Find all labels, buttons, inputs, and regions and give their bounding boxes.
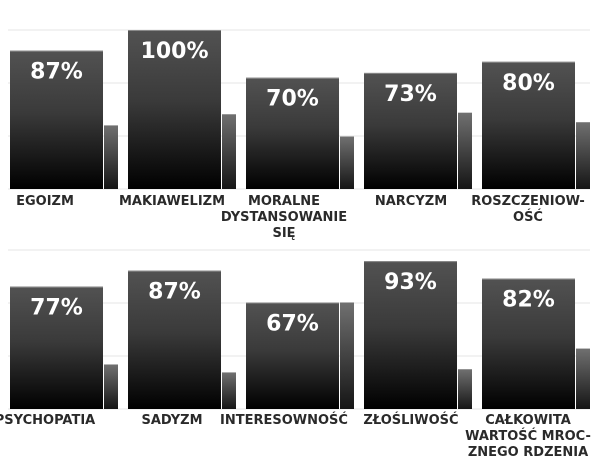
bar-primary xyxy=(482,61,575,189)
bar-secondary xyxy=(458,369,472,409)
bar-primary xyxy=(482,278,575,409)
category-label: INTERESOWNOŚĆ xyxy=(220,412,348,428)
category-label: EGOIZM xyxy=(16,194,74,209)
category-label-line: ROSZCZENIOW- xyxy=(471,194,585,209)
bar-primary xyxy=(364,261,457,409)
category-label-line: CAŁKOWITA xyxy=(485,413,571,428)
category-label-line: MAKIAWELIZM xyxy=(119,194,225,209)
category-label: SADYZM xyxy=(141,413,202,428)
bar-secondary xyxy=(104,125,118,189)
bar-secondary xyxy=(576,122,590,189)
category-label: ROSZCZENIOW-OŚĆ xyxy=(471,194,585,225)
bar-value-label: 70% xyxy=(266,87,319,112)
category-label-line: SADYZM xyxy=(141,413,202,428)
bar-secondary xyxy=(576,348,590,409)
category-label: MORALNE DYSTANSOWANIE SIĘ xyxy=(221,194,347,241)
category-label: PSYCHOPATIA xyxy=(0,413,95,428)
bar-value-label: 93% xyxy=(384,270,437,295)
bar-primary xyxy=(10,286,103,409)
bar-value-label: 73% xyxy=(384,82,437,107)
category-label: ZŁOŚLIWOŚĆ xyxy=(363,412,458,428)
category-label-line: WARTOŚĆ MROC- xyxy=(465,428,591,444)
bar-value-label: 100% xyxy=(141,39,209,64)
category-label-line: ZNEGO RDZENIA xyxy=(468,445,588,460)
category-label-line: SIĘ xyxy=(272,226,295,241)
bar-secondary xyxy=(340,302,354,409)
category-label-line: EGOIZM xyxy=(16,194,74,209)
bar-primary xyxy=(128,270,221,409)
bar-secondary xyxy=(222,114,236,189)
bar-secondary xyxy=(104,364,118,409)
category-label-line: PSYCHOPATIA xyxy=(0,413,95,428)
category-label-line: OŚĆ xyxy=(513,209,543,225)
category-label: NARCYZM xyxy=(375,194,447,209)
bar-primary xyxy=(246,77,339,189)
bar-value-label: 77% xyxy=(30,296,83,321)
bar-value-label: 67% xyxy=(266,311,319,336)
bar-value-label: 87% xyxy=(30,60,83,85)
chart-panel-top: 87% EGOIZM 100% MAKIAWELIZM 70% MORALNE DYSTAN… xyxy=(8,29,590,241)
category-label-line: DYSTANSOWANIE xyxy=(221,210,347,225)
category-label-line: INTERESOWNOŚĆ xyxy=(220,412,348,428)
category-label: CAŁKOWITA WARTOŚĆ MROC-ZNEGO RDZENIA xyxy=(465,413,591,460)
bar-value-label: 87% xyxy=(148,280,201,305)
category-label-line: NARCYZM xyxy=(375,194,447,209)
bar-secondary xyxy=(458,112,472,189)
bar-primary xyxy=(128,30,221,189)
category-label-line: ZŁOŚLIWOŚĆ xyxy=(363,412,458,428)
bar-secondary xyxy=(340,136,354,189)
bar-secondary xyxy=(222,372,236,409)
bar-primary xyxy=(364,72,457,189)
bar-value-label: 80% xyxy=(502,71,555,96)
category-label-line: MORALNE xyxy=(248,194,320,209)
bar-primary xyxy=(246,302,339,409)
bar-primary xyxy=(10,50,103,189)
chart-panel-bottom: 77% PSYCHOPATIA 87% SADYZM 67% INTERESOWNOŚĆ 9… xyxy=(0,249,591,460)
bar-value-label: 82% xyxy=(502,288,555,313)
category-label: MAKIAWELIZM xyxy=(119,194,225,209)
